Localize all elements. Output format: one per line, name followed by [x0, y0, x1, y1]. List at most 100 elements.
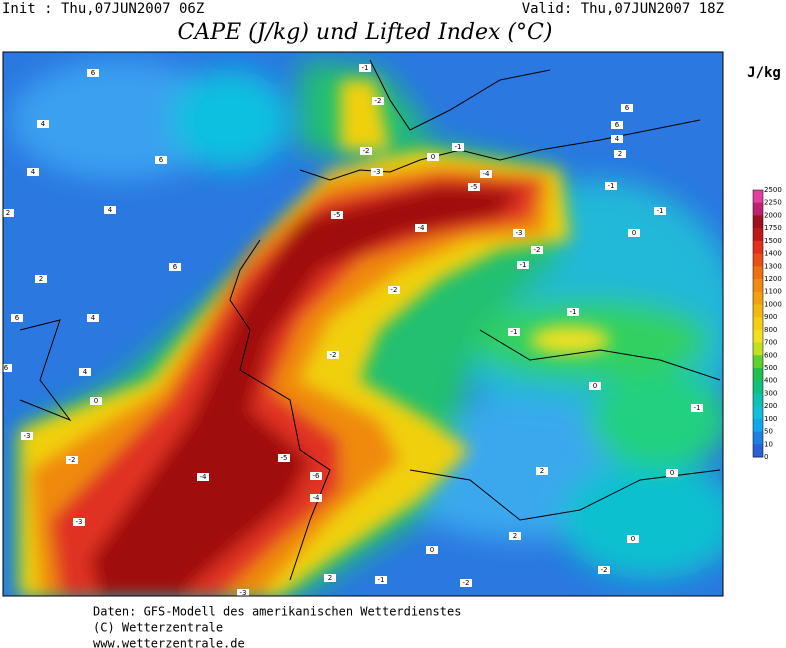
- contour-label-box: [3, 364, 12, 372]
- legend-swatch: [753, 342, 763, 356]
- contour-label: -2: [391, 286, 398, 294]
- legend-label: 0: [764, 453, 768, 461]
- contour-label: -1: [362, 64, 369, 72]
- legend-label: 800: [764, 326, 777, 334]
- contour-label-box: [155, 156, 167, 164]
- contour-label: 4: [83, 368, 88, 376]
- map-title: CAPE (J/kg) und Lifted Index (°C): [178, 20, 553, 45]
- legend-label: 100: [764, 415, 777, 423]
- contour-label-box: [654, 207, 666, 215]
- legend-label: 700: [764, 339, 777, 347]
- contour-label-box: [90, 397, 102, 405]
- legend-swatch: [753, 304, 763, 318]
- contour-label: 6: [615, 121, 620, 129]
- legend-swatch: [753, 291, 763, 305]
- legend-swatch: [753, 418, 763, 433]
- legend-swatch: [753, 253, 763, 267]
- contour-label-box: [310, 494, 322, 502]
- legend-label: 400: [764, 377, 777, 385]
- contour-label-box: [324, 574, 336, 582]
- legend-label: 2000: [764, 211, 782, 219]
- contour-label-box: [359, 64, 371, 72]
- contour-label: -2: [375, 97, 382, 105]
- contour-label-box: [79, 368, 91, 376]
- legend-frame: [752, 189, 764, 458]
- contour-label: 2: [513, 532, 517, 540]
- contour-label: -1: [657, 207, 664, 215]
- contour-label: 0: [670, 469, 674, 477]
- contour-label-box: [605, 182, 617, 190]
- legend-swatch: [753, 329, 763, 344]
- contour-label: -1: [694, 404, 701, 412]
- contour-label: -2: [534, 246, 541, 254]
- contour-label: 2: [39, 275, 43, 283]
- contour-label: -4: [418, 224, 426, 232]
- contour-label: 6: [173, 263, 178, 271]
- contour-label: 2: [328, 574, 332, 582]
- legend-swatch: [753, 202, 763, 216]
- legend-label: 1750: [764, 224, 782, 232]
- contour-label-box: [87, 314, 99, 322]
- contour-label: -1: [511, 328, 518, 336]
- contour-label-box: [517, 261, 529, 269]
- contour-label-box: [452, 143, 464, 151]
- legend-swatch: [753, 355, 763, 369]
- legend-swatch: [753, 393, 763, 407]
- contour-label-box: [509, 532, 521, 540]
- contour-label-box: [375, 576, 387, 584]
- contour-label: 6: [4, 364, 9, 372]
- contour-label-box: [197, 473, 209, 481]
- legend-label: 1200: [764, 275, 782, 283]
- contour-label: -3: [516, 229, 523, 237]
- contour-label-box: [21, 432, 33, 440]
- contour-label-box: [169, 263, 181, 271]
- legend-label: 500: [764, 364, 777, 372]
- legend-swatch: [753, 317, 763, 331]
- contour-label: -3: [374, 168, 381, 176]
- footer-line: (C) Wetterzentrale: [93, 621, 223, 635]
- contour-label-box: [513, 229, 525, 237]
- contour-label-box: [621, 104, 633, 112]
- contour-label: -4: [200, 473, 208, 481]
- contour-label: -1: [608, 182, 615, 190]
- contour-label: 4: [91, 314, 96, 322]
- contour-label: -1: [570, 308, 577, 316]
- contour-label-box: [611, 121, 623, 129]
- contour-label: 2: [618, 150, 622, 158]
- contour-label: 0: [631, 535, 635, 543]
- contour-label: 6: [159, 156, 164, 164]
- legend-label: 10: [764, 440, 773, 448]
- contour-label: -2: [601, 566, 608, 574]
- contour-label-box: [331, 211, 343, 219]
- contour-label: -5: [334, 211, 341, 219]
- contour-label-box: [360, 147, 372, 155]
- contour-label-box: [371, 168, 383, 176]
- contour-label-box: [666, 469, 678, 477]
- legend-swatch: [753, 190, 763, 204]
- contour-label: 4: [41, 120, 46, 128]
- contour-label-box: [27, 168, 39, 176]
- contour-label-box: [598, 566, 610, 574]
- legend-swatch: [753, 279, 763, 293]
- map-frame: [2, 51, 724, 597]
- contour-label: 0: [593, 382, 597, 390]
- contour-label-box: [567, 308, 579, 316]
- legend-swatch: [753, 228, 763, 242]
- legend-label: 200: [764, 402, 777, 410]
- legend-label: 1300: [764, 262, 782, 270]
- legend-label: 1400: [764, 250, 782, 258]
- legend-label: 2250: [764, 199, 782, 207]
- unit-label: J/kg: [747, 65, 781, 81]
- legend-label: 1500: [764, 237, 782, 245]
- legend-swatch: [753, 406, 763, 420]
- init-time: Init : Thu,07JUN2007 06Z: [2, 1, 204, 17]
- contour-label-box: [531, 246, 543, 254]
- contour-label: 6: [625, 104, 630, 112]
- contour-label: -1: [378, 576, 385, 584]
- contour-label: 2: [540, 467, 544, 475]
- map-field: -1 -2 -2 -3 -4 -5 -5 -4 -3 -2 -1 -2 -1 -1 -2 -3 -2 -4 -5 -6…: [3, 52, 723, 596]
- contour-label: -5: [281, 454, 288, 462]
- contour-label: -2: [463, 579, 470, 587]
- contour-label-box: [278, 454, 290, 462]
- contour-label-box: [589, 382, 601, 390]
